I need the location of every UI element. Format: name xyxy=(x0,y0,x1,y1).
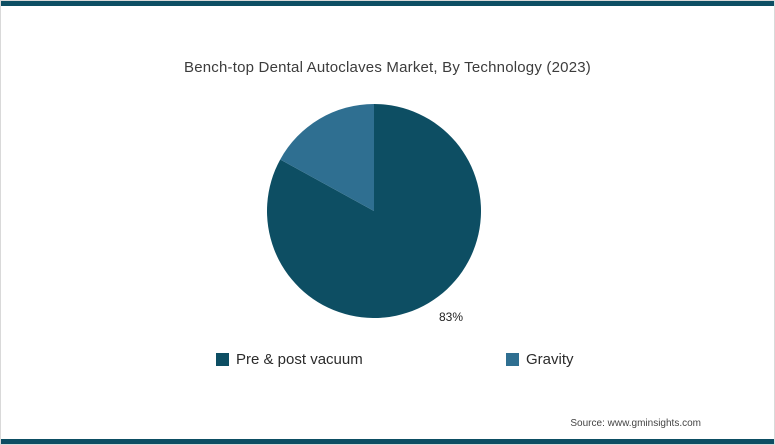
source-attribution: Source: www.gminsights.com xyxy=(570,418,701,429)
legend-swatch-gravity xyxy=(506,353,519,366)
chart-title: Bench-top Dental Autoclaves Market, By T… xyxy=(184,59,591,76)
legend-label-pre-post-vacuum: Pre & post vacuum xyxy=(236,351,363,368)
top-accent-bar xyxy=(1,1,774,6)
legend-item-pre-post-vacuum: Pre & post vacuum xyxy=(216,351,363,368)
legend-label-gravity: Gravity xyxy=(526,351,574,368)
legend: Pre & post vacuum Gravity xyxy=(1,351,774,371)
legend-item-gravity: Gravity xyxy=(506,351,574,368)
pie-slice-1 xyxy=(280,104,374,211)
pie-slice-0 xyxy=(267,104,481,318)
pie-chart-area: 83% xyxy=(267,104,481,324)
pie-chart xyxy=(267,104,481,318)
legend-swatch-pre-post-vacuum xyxy=(216,353,229,366)
slice-data-label: 83% xyxy=(439,310,464,324)
bottom-accent-bar xyxy=(1,439,774,444)
